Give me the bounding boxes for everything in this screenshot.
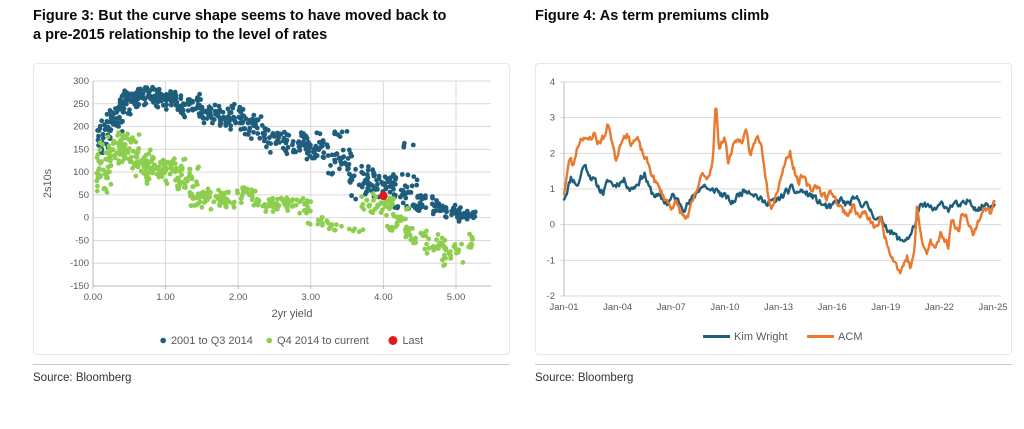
svg-text:Jan-04: Jan-04	[603, 302, 632, 313]
svg-text:150: 150	[73, 144, 89, 155]
series-kim-wright	[562, 163, 996, 243]
series-2001-to-q3-2014	[95, 84, 478, 224]
figure3-title-line2: a pre-2015 relationship to the level of …	[33, 26, 328, 43]
svg-text:50: 50	[78, 190, 89, 201]
svg-text:-1: -1	[547, 255, 555, 266]
svg-text:4.00: 4.00	[374, 292, 393, 303]
svg-text:2001 to Q3 2014: 2001 to Q3 2014	[171, 335, 253, 347]
series-last	[379, 191, 388, 201]
svg-text:2s10s: 2s10s	[42, 168, 54, 198]
figure4-line-chart: -2 -1 0 1 2 3 4 Jan-01 Jan-04 Jan-07 Jan-10 Jan-13 J…	[547, 77, 1008, 343]
figure3-source: Source: Bloomberg	[33, 372, 132, 384]
svg-text:Q4 2014 to current: Q4 2014 to current	[277, 335, 369, 347]
svg-text:Jan-10: Jan-10	[710, 302, 739, 313]
svg-text:-100: -100	[70, 258, 89, 269]
figure4-title: Figure 4: As term premiums climb	[535, 7, 1012, 26]
svg-text:Kim Wright: Kim Wright	[734, 331, 788, 343]
legend: Kim Wright ACM	[703, 331, 863, 343]
svg-text:2: 2	[550, 148, 555, 159]
svg-text:Last: Last	[402, 335, 423, 347]
svg-text:Jan-25: Jan-25	[978, 302, 1007, 313]
svg-text:-50: -50	[75, 235, 89, 246]
svg-text:Jan-07: Jan-07	[657, 302, 686, 313]
svg-text:Jan-13: Jan-13	[764, 302, 793, 313]
svg-text:100: 100	[73, 167, 89, 178]
svg-text:0: 0	[84, 213, 89, 224]
svg-text:Jan-01: Jan-01	[549, 302, 578, 313]
svg-text:2yr yield: 2yr yield	[272, 308, 313, 320]
gridlines	[560, 81, 1001, 297]
svg-text:3: 3	[550, 113, 555, 124]
figure3-title-line1: Figure 3: But the curve shape seems to h…	[33, 8, 447, 24]
svg-text:1.00: 1.00	[156, 292, 175, 303]
svg-text:0.00: 0.00	[84, 292, 103, 303]
figure3-scatter-chart: -150 -100 -50 0 50 100 150 200 250 300 0.00 1.00 2.0…	[42, 76, 491, 347]
svg-text:200: 200	[73, 122, 89, 133]
series-q4-2014-to-current	[94, 130, 475, 268]
svg-text:Jan-22: Jan-22	[925, 302, 954, 313]
figure3-title: Figure 3: But the curve shape seems to h…	[33, 7, 510, 44]
figure3-source-rule	[33, 364, 510, 365]
svg-text:5.00: 5.00	[447, 292, 466, 303]
svg-text:2.00: 2.00	[229, 292, 248, 303]
legend: 2001 to Q3 2014 Q4 2014 to current Last	[160, 335, 423, 347]
figure4-source-rule	[535, 364, 1012, 365]
svg-text:0: 0	[550, 220, 555, 231]
svg-text:250: 250	[73, 99, 89, 110]
svg-text:ACM: ACM	[838, 331, 862, 343]
svg-text:Jan-16: Jan-16	[818, 302, 847, 313]
svg-text:-150: -150	[70, 281, 89, 292]
gridlines	[92, 80, 491, 287]
figure4-chart-frame: -2 -1 0 1 2 3 4 Jan-01 Jan-04 Jan-07 Jan-10 Jan-13 J…	[535, 63, 1012, 355]
series-acm	[562, 107, 996, 275]
svg-text:1: 1	[550, 184, 555, 195]
figure4-title-line1: Figure 4: As term premiums climb	[535, 8, 769, 24]
svg-text:4: 4	[550, 77, 555, 88]
scatter-plot: -150 -100 -50 0 50 100 150 200 250 300 0.00 1.00 2.0…	[42, 76, 491, 347]
svg-text:Jan-19: Jan-19	[871, 302, 900, 313]
svg-text:300: 300	[73, 76, 89, 87]
line-plot: -2 -1 0 1 2 3 4 Jan-01 Jan-04 Jan-07 Jan-10 Jan-13 J…	[547, 77, 1008, 343]
tick-labels: -150 -100 -50 0 50 100 150 200 250 300 0.00 1.00 2.0…	[70, 76, 465, 303]
figure3-chart-frame: -150 -100 -50 0 50 100 150 200 250 300 0.00 1.00 2.0…	[33, 63, 510, 355]
tick-labels: -2 -1 0 1 2 3 4 Jan-01 Jan-04 Jan-07 Jan-10 Jan-13 J…	[547, 77, 1008, 313]
svg-text:3.00: 3.00	[302, 292, 321, 303]
figure4-source: Source: Bloomberg	[535, 372, 634, 384]
svg-text:-2: -2	[547, 291, 555, 302]
